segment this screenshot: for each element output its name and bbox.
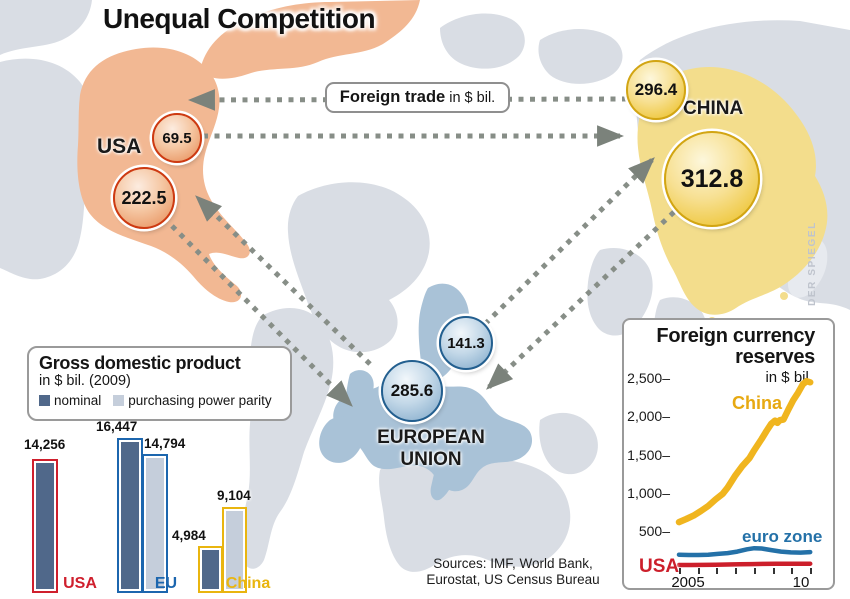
gdp-value-label: 9,104 [217,488,251,503]
map-greenland [287,182,430,353]
series-label-china: China [732,393,783,413]
y-tick-label: 500– [638,523,670,540]
x-axis-label-start: 2005 [671,574,705,591]
map-taiwan [780,292,788,300]
arrow-eu-to-china [483,157,655,326]
gdp-title: Gross domestic product [39,353,241,373]
watermark: DER SPIEGEL [806,221,818,306]
region-label-china: CHINA [683,98,744,119]
trade-bubble-china-to-eu: 312.8 [664,131,760,227]
sources-line1: Sources: IMF, World Bank, [433,556,593,571]
legend-label-ppp: purchasing power parity [128,393,272,408]
sources-note: Sources: IMF, World Bank, Eurostat, US C… [406,556,620,588]
map-arctic-isles [440,13,525,69]
reserves-panel: Foreign currency reserves in $ bil. Chin… [622,318,835,591]
gdp-bar-usa-nominal [32,459,58,593]
x-tick-mark [735,568,738,574]
gdp-group-label-china: China [225,575,271,592]
region-label-usa: USA [97,135,142,158]
gdp-value-label: 4,984 [172,528,206,543]
foreign-trade-label-unit: in $ bil. [445,89,496,106]
gdp-value-label: 14,794 [144,436,186,451]
gdp-group-label-usa: USA [63,575,97,592]
gdp-bar-eu-ppp [142,454,168,593]
x-tick-mark [772,568,775,574]
x-tick-mark [716,568,719,574]
gdp-value-label: 14,256 [24,437,66,452]
region-label-eu-line1: EUROPEAN [377,427,485,448]
gdp-value-label: 16,447 [96,419,138,434]
reserves-line-china [675,377,814,526]
reserves-line-euro-zone [676,545,813,558]
reserves-line-usa [676,561,813,568]
page-title: Unequal Competition [103,3,376,34]
arrow-china-to-eu [486,210,676,390]
reserves-line-chart [675,377,814,568]
map-canada-arctic [200,0,420,79]
x-axis-label-end: 10 [792,574,810,591]
trade-bubble-china-to-usa: 296.4 [626,60,686,120]
region-label-eu-line2: UNION [400,449,462,470]
legend-item-ppp: purchasing power parity [113,393,272,408]
nominal-swatch [39,395,50,406]
map-italy [430,438,458,501]
map-siberia-left [0,0,92,55]
gdp-bar-chart: 14,256 USA 16,447 14,794 EU 4,984 9,104 China [20,409,330,599]
arrow-usa-to-eu [170,224,353,407]
legend-label-nominal: nominal [54,393,102,408]
gdp-bar-eu-nominal [117,438,143,593]
series-label-usa: USA [639,556,680,577]
series-label-euro-zone: euro zone [742,527,823,546]
map-india [587,248,653,336]
arrow-eu-to-usa [195,195,372,366]
y-tick-label: 1,500– [627,446,670,463]
trade-bubble-eu-to-china: 141.3 [439,316,493,370]
legend-item-nominal: nominal [39,393,101,408]
map-kamchatka [0,58,94,280]
ppp-swatch [113,395,125,406]
y-tick-label: 2,000– [627,408,670,425]
foreign-trade-label: Foreign trade in $ bil. [325,82,510,113]
arrow-china-to-usa [187,89,628,111]
region-label-eu: EUROPEAN UNION [358,427,504,471]
x-tick-mark [810,568,813,574]
reserves-title: Foreign currency reserves [656,325,815,368]
x-tick-mark [753,568,756,574]
trade-bubble-usa-to-china: 69.5 [152,113,202,163]
gdp-bar-china-ppp [222,507,247,593]
gdp-subtitle: in $ bil. (2009) [39,373,131,389]
x-tick-mark [791,568,794,574]
foreign-trade-label-bold: Foreign trade [339,88,446,106]
gdp-legend-panel: Gross domestic product in $ bil. (2009) … [27,346,292,421]
trade-bubble-usa-to-eu: 222.5 [113,167,175,229]
map-middle-east [539,412,598,475]
x-tick-mark [679,568,681,574]
y-tick-label: 2,500– [627,370,670,387]
map-africa [379,449,571,572]
gdp-legend: nominal purchasing power parity [39,393,280,408]
sources-line2: Eurostat, US Census Bureau [426,572,600,587]
trade-bubble-eu-to-usa: 285.6 [381,360,443,422]
map-arctic-isles-2 [538,29,623,84]
y-tick-label: 1,000– [627,485,670,501]
map-iberia [319,416,363,463]
x-tick-mark [697,568,700,574]
gdp-group-label-eu: EU [154,575,178,592]
